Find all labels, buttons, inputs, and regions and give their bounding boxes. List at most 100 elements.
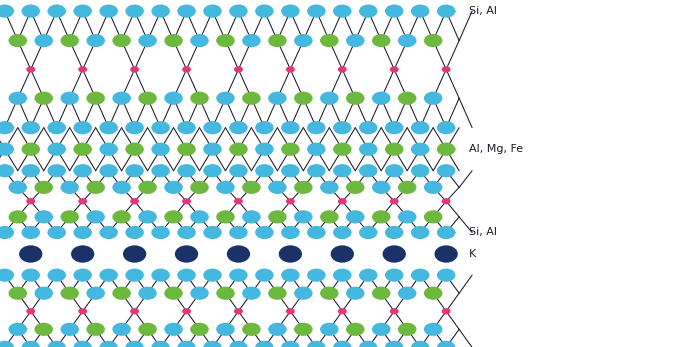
Ellipse shape	[190, 287, 209, 300]
Ellipse shape	[294, 323, 312, 336]
Ellipse shape	[307, 143, 325, 156]
Ellipse shape	[203, 121, 222, 134]
Ellipse shape	[320, 92, 338, 105]
Ellipse shape	[333, 121, 351, 134]
Ellipse shape	[281, 269, 299, 282]
Ellipse shape	[26, 66, 35, 73]
Ellipse shape	[164, 287, 183, 300]
Ellipse shape	[255, 143, 273, 156]
Ellipse shape	[73, 341, 92, 347]
Ellipse shape	[112, 287, 131, 300]
Ellipse shape	[442, 308, 451, 314]
Ellipse shape	[398, 92, 416, 105]
Ellipse shape	[175, 245, 198, 263]
Ellipse shape	[73, 143, 92, 156]
Ellipse shape	[255, 5, 273, 18]
Ellipse shape	[86, 181, 105, 194]
Ellipse shape	[34, 92, 53, 105]
Ellipse shape	[307, 226, 325, 239]
Ellipse shape	[47, 341, 66, 347]
Ellipse shape	[333, 226, 351, 239]
Ellipse shape	[234, 66, 243, 73]
Ellipse shape	[151, 121, 170, 134]
Ellipse shape	[437, 226, 456, 239]
Ellipse shape	[442, 198, 451, 204]
Ellipse shape	[99, 341, 118, 347]
Ellipse shape	[437, 164, 456, 177]
Ellipse shape	[130, 308, 139, 314]
Ellipse shape	[411, 143, 429, 156]
Ellipse shape	[0, 143, 14, 156]
Ellipse shape	[398, 210, 416, 223]
Ellipse shape	[138, 92, 157, 105]
Ellipse shape	[112, 181, 131, 194]
Ellipse shape	[234, 308, 243, 314]
Ellipse shape	[73, 5, 92, 18]
Ellipse shape	[0, 226, 14, 239]
Ellipse shape	[203, 226, 222, 239]
Ellipse shape	[227, 245, 250, 263]
Ellipse shape	[21, 5, 40, 18]
Ellipse shape	[346, 210, 364, 223]
Ellipse shape	[190, 34, 209, 47]
Ellipse shape	[138, 287, 157, 300]
Ellipse shape	[281, 121, 299, 134]
Ellipse shape	[434, 245, 458, 263]
Ellipse shape	[78, 66, 87, 73]
Ellipse shape	[177, 143, 196, 156]
Ellipse shape	[359, 341, 377, 347]
Ellipse shape	[437, 5, 456, 18]
Ellipse shape	[281, 226, 299, 239]
Ellipse shape	[177, 341, 196, 347]
Ellipse shape	[346, 323, 364, 336]
Ellipse shape	[320, 287, 338, 300]
Ellipse shape	[286, 198, 295, 204]
Ellipse shape	[78, 308, 87, 314]
Ellipse shape	[390, 66, 399, 73]
Ellipse shape	[359, 143, 377, 156]
Ellipse shape	[346, 34, 364, 47]
Ellipse shape	[424, 287, 443, 300]
Ellipse shape	[320, 323, 338, 336]
Ellipse shape	[331, 245, 354, 263]
Ellipse shape	[333, 341, 351, 347]
Ellipse shape	[398, 287, 416, 300]
Ellipse shape	[8, 287, 27, 300]
Ellipse shape	[182, 308, 191, 314]
Ellipse shape	[99, 269, 118, 282]
Ellipse shape	[424, 181, 443, 194]
Ellipse shape	[411, 226, 429, 239]
Ellipse shape	[34, 34, 53, 47]
Ellipse shape	[424, 323, 443, 336]
Ellipse shape	[294, 210, 312, 223]
Ellipse shape	[255, 164, 273, 177]
Ellipse shape	[437, 121, 456, 134]
Ellipse shape	[47, 143, 66, 156]
Ellipse shape	[112, 210, 131, 223]
Ellipse shape	[21, 341, 40, 347]
Ellipse shape	[60, 34, 79, 47]
Ellipse shape	[372, 181, 390, 194]
Ellipse shape	[99, 121, 118, 134]
Ellipse shape	[112, 323, 131, 336]
Ellipse shape	[268, 92, 286, 105]
Ellipse shape	[182, 198, 191, 204]
Ellipse shape	[424, 92, 443, 105]
Ellipse shape	[286, 66, 295, 73]
Ellipse shape	[151, 5, 170, 18]
Ellipse shape	[216, 323, 235, 336]
Ellipse shape	[73, 164, 92, 177]
Ellipse shape	[242, 210, 261, 223]
Ellipse shape	[203, 164, 222, 177]
Ellipse shape	[268, 287, 286, 300]
Ellipse shape	[21, 121, 40, 134]
Ellipse shape	[359, 121, 377, 134]
Ellipse shape	[229, 341, 248, 347]
Ellipse shape	[382, 245, 406, 263]
Ellipse shape	[164, 34, 183, 47]
Ellipse shape	[437, 143, 456, 156]
Ellipse shape	[338, 198, 347, 204]
Ellipse shape	[320, 34, 338, 47]
Ellipse shape	[359, 226, 377, 239]
Ellipse shape	[164, 181, 183, 194]
